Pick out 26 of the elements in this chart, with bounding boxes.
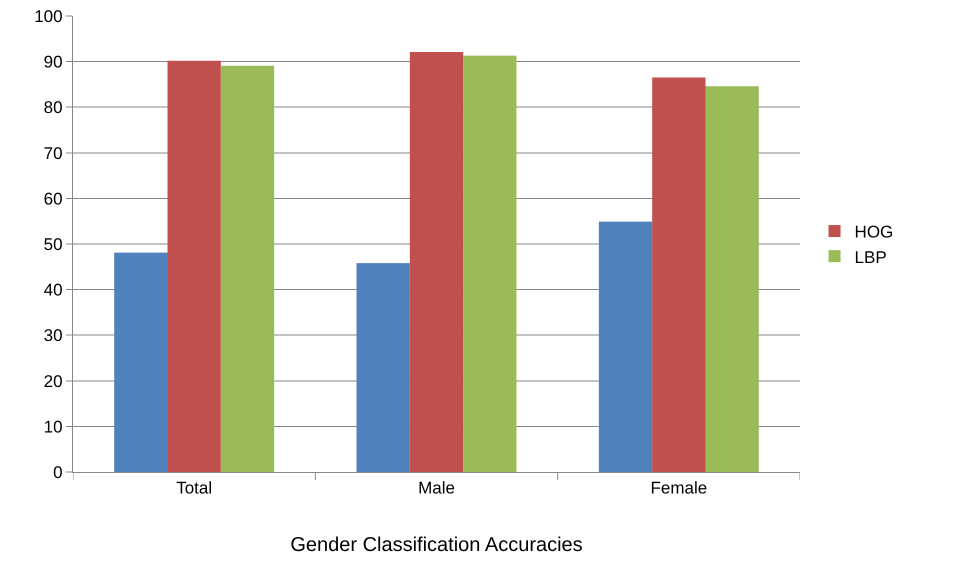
x-tick-label: Male <box>418 478 455 498</box>
bar <box>652 78 706 472</box>
x-tick-label: Female <box>650 478 708 498</box>
bar <box>463 56 516 472</box>
y-tick-label: 10 <box>44 417 63 436</box>
bar <box>598 222 652 472</box>
x-axis-title: Gender Classification Accuracies <box>290 534 583 556</box>
y-tick-label: 20 <box>44 372 63 391</box>
bar <box>410 52 464 472</box>
bar <box>220 66 274 472</box>
bar <box>705 86 759 472</box>
y-tick-label: 80 <box>44 98 63 118</box>
y-tick-label: 50 <box>44 234 63 254</box>
y-tick-label: 90 <box>44 52 63 72</box>
y-tick-label: 0 <box>53 462 63 482</box>
bar <box>168 60 221 472</box>
y-tick-label: 40 <box>44 280 63 300</box>
x-tick-label: Total <box>176 478 212 498</box>
bar <box>356 263 410 472</box>
bar <box>114 252 168 472</box>
legend-label: HOG <box>854 222 894 242</box>
y-tick-label: 70 <box>44 144 63 163</box>
y-tick-label: 60 <box>44 189 63 208</box>
y-tick-label: 30 <box>44 326 63 346</box>
y-tick-label: 100 <box>34 6 63 26</box>
legend-label: LBP <box>854 248 887 267</box>
